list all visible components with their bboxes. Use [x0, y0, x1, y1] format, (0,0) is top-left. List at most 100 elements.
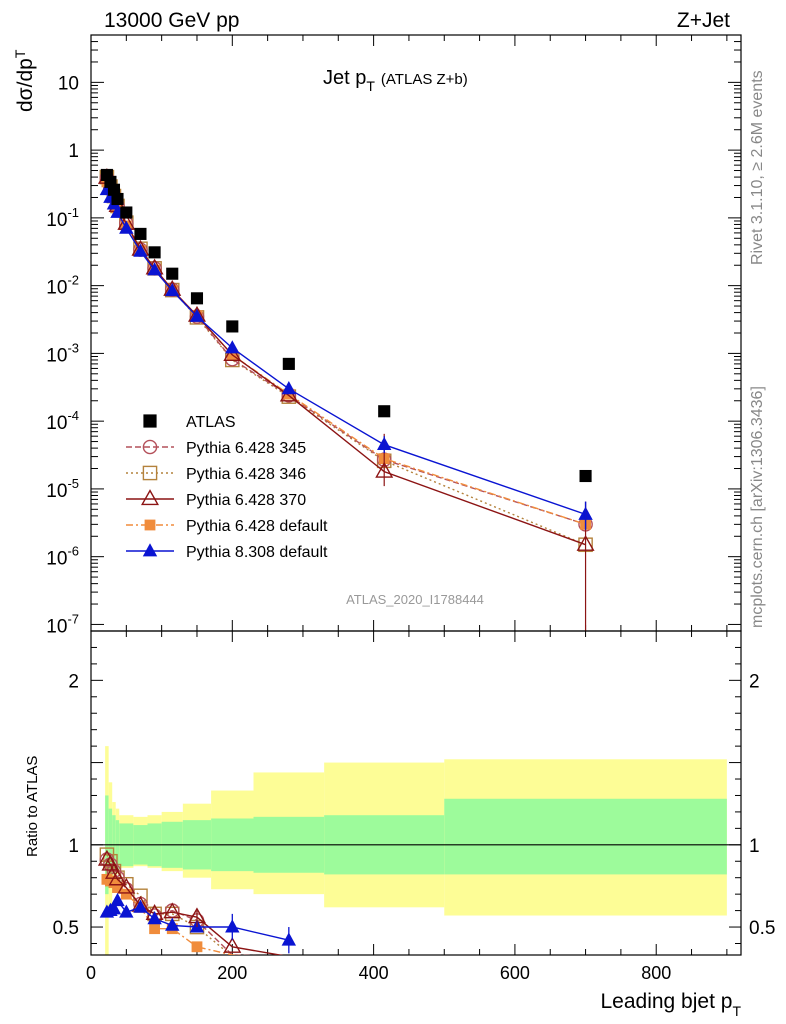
x-tick-label: 0 [86, 963, 96, 983]
legend-item-p370: Pythia 6.428 370 [126, 489, 306, 509]
main-curves [97, 168, 595, 631]
y-tick-label: 10-1 [46, 205, 79, 231]
header-right: Z+Jet [677, 9, 730, 32]
curve-p345 [106, 177, 586, 525]
main-frame [90, 34, 742, 632]
legend-item-data: ATLAS [143, 414, 236, 431]
x-tick-label: 400 [359, 963, 389, 983]
legend-marker-data [143, 414, 157, 428]
y-tick-label: 10-2 [46, 273, 79, 299]
y-axis-label-sub: T [12, 49, 28, 58]
data-point [190, 292, 204, 305]
x-axis-label: Leading bjet pT [600, 990, 741, 1019]
x-tick-label: 800 [641, 963, 671, 983]
legend-marker-p6def [144, 519, 156, 531]
y-tick-label: 10-6 [46, 544, 79, 570]
ratio-marker-p8def [165, 917, 180, 931]
data-point [226, 320, 239, 333]
y-tick-label: 10-5 [46, 476, 79, 502]
y-axis-label: dσ/dpT [12, 49, 37, 112]
y-tick-label: 10-3 [46, 340, 79, 366]
data-point [378, 405, 391, 418]
data-point [148, 246, 161, 259]
y-tick-exp: -7 [67, 611, 79, 626]
y-tick-exp: -6 [67, 544, 79, 559]
marker-p8def [281, 381, 297, 395]
ratio-marker-p6def [120, 888, 132, 900]
ratio-marker-p6def [112, 882, 123, 893]
curve-p6def [106, 181, 586, 525]
ratio-y-tick-label: 1 [68, 836, 79, 857]
ratio-marker-p345 [99, 852, 115, 867]
data-point [134, 227, 147, 240]
y-axis-label-text: dσ/dp [14, 58, 37, 112]
y-tick-exp: -3 [67, 340, 79, 355]
legend-label-p345: Pythia 6.428 345 [186, 440, 306, 457]
main-title-text: Jet p [323, 67, 366, 89]
legend-label-data: ATLAS [186, 414, 236, 431]
ratio-curves [97, 847, 297, 955]
mcplots-label: mcplots.cern.ch [arXiv:1306.3436] [749, 386, 766, 628]
legend-label-p8def: Pythia 8.308 default [186, 544, 328, 561]
ratio-plot: 0 200 400 600 800 0.5 0.5 1 1 2 2 [53, 630, 775, 983]
main-title: Jet pT (ATLAS Z+b) [323, 67, 468, 94]
marker-p8def [147, 262, 162, 276]
marker-p8def [189, 308, 205, 322]
ratio-y-tick-label: 0.5 [53, 918, 79, 939]
ratio-marker-p370 [117, 877, 136, 894]
y-tick-base: 10 [46, 549, 67, 570]
ratio-marker-p370 [108, 869, 127, 886]
legend-item-p8def: Pythia 8.308 default [126, 543, 328, 561]
ratio-frame [90, 630, 742, 956]
ratio-marker-p370 [223, 936, 242, 953]
y-tick-base: 10 [46, 616, 67, 637]
ratio-band-inner [444, 798, 727, 875]
legend-label-p370: Pythia 6.428 370 [186, 492, 306, 509]
curve-p8def [106, 189, 586, 516]
legend-marker-p345 [142, 439, 158, 455]
legend: ATLAS Pythia 6.428 345 Pythia 6.428 346 Pyt… [126, 414, 328, 561]
data-point [120, 206, 133, 219]
main-title-sub: T [366, 78, 375, 94]
ratio-marker-p8def [106, 901, 122, 915]
y-tick-exp: -4 [67, 408, 79, 423]
y-tick-base: 10 [46, 345, 67, 366]
x-axis-label-sub: T [732, 1003, 741, 1019]
x-tick-label: 600 [500, 963, 530, 983]
legend-marker-p8def [142, 543, 158, 557]
ratio-y-axis-label: Ratio to ATLAS [24, 756, 41, 857]
y-tick-label: 10 [58, 73, 79, 94]
data-point [166, 267, 179, 280]
data-point [282, 357, 295, 370]
data-point [107, 183, 121, 196]
analysis-watermark: ATLAS_2020_I1788444 [346, 592, 484, 607]
legend-item-p345: Pythia 6.428 345 [126, 439, 306, 457]
main-title-extra: (ATLAS Z+b) [381, 71, 468, 88]
legend-marker-p346 [142, 465, 158, 481]
ratio-marker-p8def [133, 899, 148, 913]
marker-p8def [133, 243, 148, 257]
legend-label-p346: Pythia 6.428 346 [186, 466, 306, 483]
ratio-marker-p8def [119, 904, 134, 918]
y-tick-exp: -5 [67, 476, 79, 491]
marker-p8def [225, 340, 240, 354]
y-tick-label: 10-4 [46, 408, 79, 434]
ratio-marker-p6def [149, 923, 160, 935]
y-tick-base: 10 [46, 278, 67, 299]
x-axis-label-text: Leading bjet p [600, 990, 732, 1013]
ratio-y-tick-label-right: 2 [749, 671, 760, 692]
data-point [111, 192, 124, 206]
ratio-y-tick-label: 2 [68, 671, 79, 692]
ratio-y-tick-label-right: 1 [749, 836, 760, 857]
ratio-marker-p8def [147, 911, 162, 925]
x-tick-label: 200 [217, 963, 247, 983]
y-tick-base: 10 [46, 413, 67, 434]
y-tick-label: 1 [68, 141, 79, 162]
ratio-y-tick-label-right: 0.5 [749, 918, 775, 939]
ratio-marker-p6def [191, 941, 203, 953]
legend-item-p6def: Pythia 6.428 default [126, 518, 328, 535]
header-left: 13000 GeV pp [104, 9, 239, 32]
